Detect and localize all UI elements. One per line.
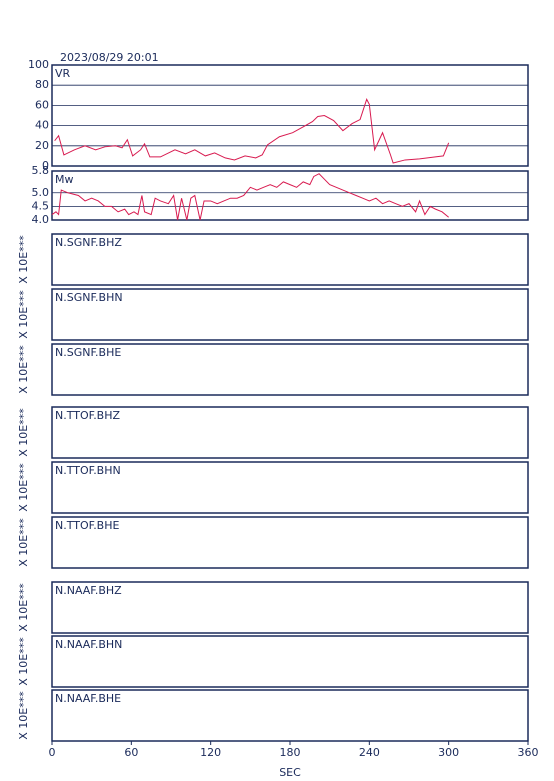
waveform-ylabel: X 10E*** [17, 290, 30, 339]
y-tick-label: 100 [28, 58, 49, 71]
y-tick-label: 5.8 [32, 164, 50, 177]
x-tick-label: 120 [200, 746, 221, 759]
waveform-panel [51, 689, 529, 742]
waveform-ylabel: X 10E*** [17, 235, 30, 284]
panel-frame [51, 64, 529, 167]
waveform-panel [51, 406, 529, 459]
waveform-ylabel: X 10E*** [17, 637, 30, 686]
y-tick-label: 0 [42, 159, 49, 172]
x-tick-label: 360 [518, 746, 539, 759]
waveform-panel [51, 516, 529, 569]
x-tick-label: 0 [49, 746, 56, 759]
waveform-label: N.TTOF.BHE [55, 519, 120, 532]
x-axis-label: SEC [279, 766, 301, 779]
panel-title: Mw [55, 173, 74, 186]
y-tick-label: 40 [35, 119, 49, 132]
waveform-ylabel: X 10E*** [17, 583, 30, 632]
panel-title: VR [55, 67, 71, 80]
x-tick-label: 240 [359, 746, 380, 759]
waveform-label: N.SGNF.BHE [55, 346, 121, 359]
waveform-label: N.SGNF.BHZ [55, 236, 122, 249]
waveform-label: N.NAAF.BHN [55, 638, 122, 651]
waveform-panel [51, 581, 529, 634]
x-tick-label: 60 [124, 746, 138, 759]
panel-frame [51, 170, 529, 221]
y-tick-label: 80 [35, 78, 49, 91]
waveform-ylabel: X 10E*** [17, 691, 30, 740]
chart-title: 2023/08/29 20:01 [60, 51, 159, 64]
waveform-panel [51, 233, 529, 286]
y-tick-label: 60 [35, 98, 49, 111]
x-tick-label: 180 [280, 746, 301, 759]
y-tick-label: 4.0 [32, 213, 50, 226]
waveform-panel [51, 461, 529, 514]
data-line [51, 173, 449, 221]
waveform-label: N.NAAF.BHZ [55, 584, 122, 597]
y-tick-label: 4.5 [32, 199, 50, 212]
waveform-ylabel: X 10E*** [17, 345, 30, 394]
waveform-ylabel: X 10E*** [17, 518, 30, 567]
y-tick-label: 20 [35, 139, 49, 152]
waveform-label: N.SGNF.BHN [55, 291, 123, 304]
y-tick-label: 5.0 [32, 186, 50, 199]
waveform-panel [51, 288, 529, 341]
waveform-ylabel: X 10E*** [17, 463, 30, 512]
waveform-label: N.TTOF.BHZ [55, 409, 121, 422]
waveform-ylabel: X 10E*** [17, 408, 30, 457]
waveform-label: N.TTOF.BHN [55, 464, 121, 477]
waveform-label: N.NAAF.BHE [55, 692, 121, 705]
waveform-panel [51, 635, 529, 688]
x-tick-label: 300 [438, 746, 459, 759]
data-line [54, 98, 450, 164]
waveform-panel [51, 343, 529, 396]
